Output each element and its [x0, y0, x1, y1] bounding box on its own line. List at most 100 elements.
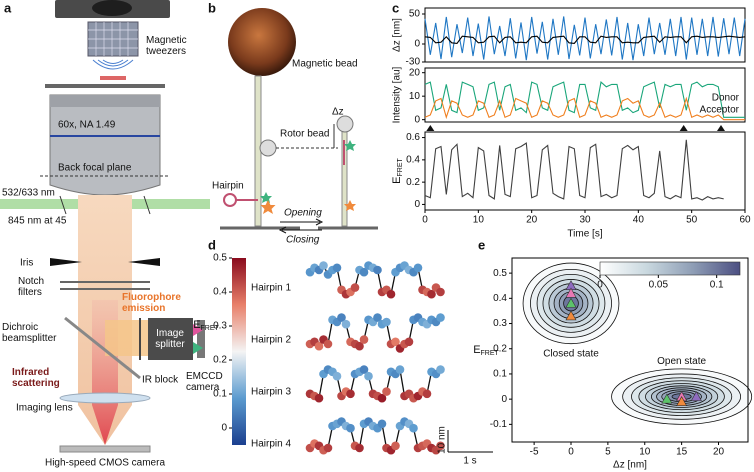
state-marker [690, 391, 702, 401]
colorbar-tick-label: 0.4 [213, 287, 227, 298]
trace-dot [386, 289, 396, 299]
y-tick-label: 0.6 [406, 132, 420, 143]
trace-dot [323, 339, 333, 349]
x-axis-label: Time [s] [567, 229, 602, 240]
axis-label-main: E [391, 176, 403, 183]
trace-dot [364, 371, 373, 381]
data-line [424, 35, 746, 44]
objective-top [50, 95, 160, 107]
trace-dot [391, 441, 400, 451]
mirror [59, 195, 67, 215]
panel-label: c [392, 0, 399, 15]
trace-dot [359, 365, 369, 374]
magnetic-bead [228, 8, 296, 76]
data-line [424, 139, 724, 201]
trace-dot [436, 287, 445, 297]
x-tick-label: 60 [739, 215, 751, 226]
plot-frame [511, 257, 749, 443]
y-tick-label: 0.3 [493, 318, 507, 329]
y-tick-label: 20 [409, 67, 421, 78]
y-tick-label: 0.4 [406, 154, 420, 165]
label: Closing [286, 235, 320, 246]
label-line: Infrared [12, 367, 49, 378]
series-label: Donor [712, 93, 740, 104]
panel-label: d [208, 237, 216, 252]
label: Dichroic beamsplitter [2, 322, 57, 344]
label-line: filters [18, 287, 42, 298]
trace-dot [382, 387, 391, 396]
trace-dot [332, 371, 342, 381]
label: Rotor bead [280, 129, 329, 140]
axis-label: EFRET [473, 344, 499, 357]
donor-dye [344, 140, 356, 151]
label: Notch filters [18, 276, 44, 298]
plot-frame [424, 67, 746, 123]
arrow-close [278, 226, 322, 234]
trace-dot [382, 317, 391, 327]
y-tick-label: 0 [414, 199, 420, 210]
label-line: emission [122, 303, 165, 314]
trace-dot [346, 389, 355, 399]
trace-dot [395, 365, 405, 374]
label-line: Fluorophore [122, 292, 181, 303]
trace-dot [359, 267, 369, 277]
x-tick-label: 20 [526, 215, 538, 226]
arrow-open [280, 218, 324, 226]
y-tick-label: 0.4 [493, 293, 507, 304]
state-marker [565, 297, 577, 308]
trace-dot [314, 341, 324, 351]
trace-dot [355, 443, 364, 453]
trace-dot [373, 265, 382, 275]
colorbar-tick-label: 0.3 [213, 321, 227, 332]
label-line: EMCCD [186, 371, 223, 382]
imaging-lens [59, 392, 151, 404]
label-line: splitter [155, 339, 185, 350]
axis-label-sub: FRET [397, 157, 404, 176]
label: Image splitter [155, 328, 185, 350]
axis-label-sub: FRET [201, 325, 220, 332]
data-line [424, 16, 746, 61]
acceptor-dye [260, 200, 276, 214]
emission-beam [105, 320, 148, 356]
trace-dot [404, 337, 414, 347]
data-line [424, 81, 745, 118]
tether-diagram: Magnetic bead Rotor bead Δz Hairpin Open… [212, 8, 378, 246]
y-tick-label: 0.2 [493, 343, 507, 354]
trace-dot [422, 389, 432, 399]
panel-label: a [4, 0, 12, 15]
label: High-speed CMOS camera [45, 458, 165, 469]
axis-label: EFRET [193, 319, 219, 332]
colorbar-tick-label: 0 [597, 280, 603, 291]
label: Iris [20, 258, 33, 269]
state-marker [676, 396, 688, 406]
series-label: Hairpin 2 [251, 335, 291, 346]
trace-dot [341, 319, 351, 329]
y-tick-label: 0.1 [493, 369, 507, 380]
label-line: beamsplitter [2, 333, 57, 344]
colorbar-tick-label: 0 [221, 423, 227, 434]
state-marker [565, 287, 577, 298]
x-tick-label: 50 [686, 215, 698, 226]
data-line [424, 96, 745, 121]
trace-dot [436, 313, 445, 322]
scalebar-label: 1 s [463, 456, 476, 467]
x-tick-label: 15 [676, 447, 688, 458]
axis-label-sub: FRET [481, 350, 500, 357]
x-tick-label: 30 [579, 215, 591, 226]
label: Opening [284, 208, 322, 219]
y-tick-label: 0 [501, 394, 507, 405]
series-label: Hairpin 3 [251, 387, 291, 398]
trace-dot [314, 393, 324, 403]
label: 532/633 nm [2, 188, 55, 199]
x-axis-label: Δz [nm] [613, 460, 647, 471]
x-tick-label: 40 [633, 215, 645, 226]
y-tick-label: -0.1 [490, 419, 508, 430]
plot-frame [424, 7, 746, 63]
rotor-bead [336, 115, 354, 133]
label-line: Image [156, 328, 184, 339]
colorbar [599, 261, 741, 276]
y-tick-label: 50 [409, 9, 421, 20]
trace-dot [323, 443, 333, 453]
